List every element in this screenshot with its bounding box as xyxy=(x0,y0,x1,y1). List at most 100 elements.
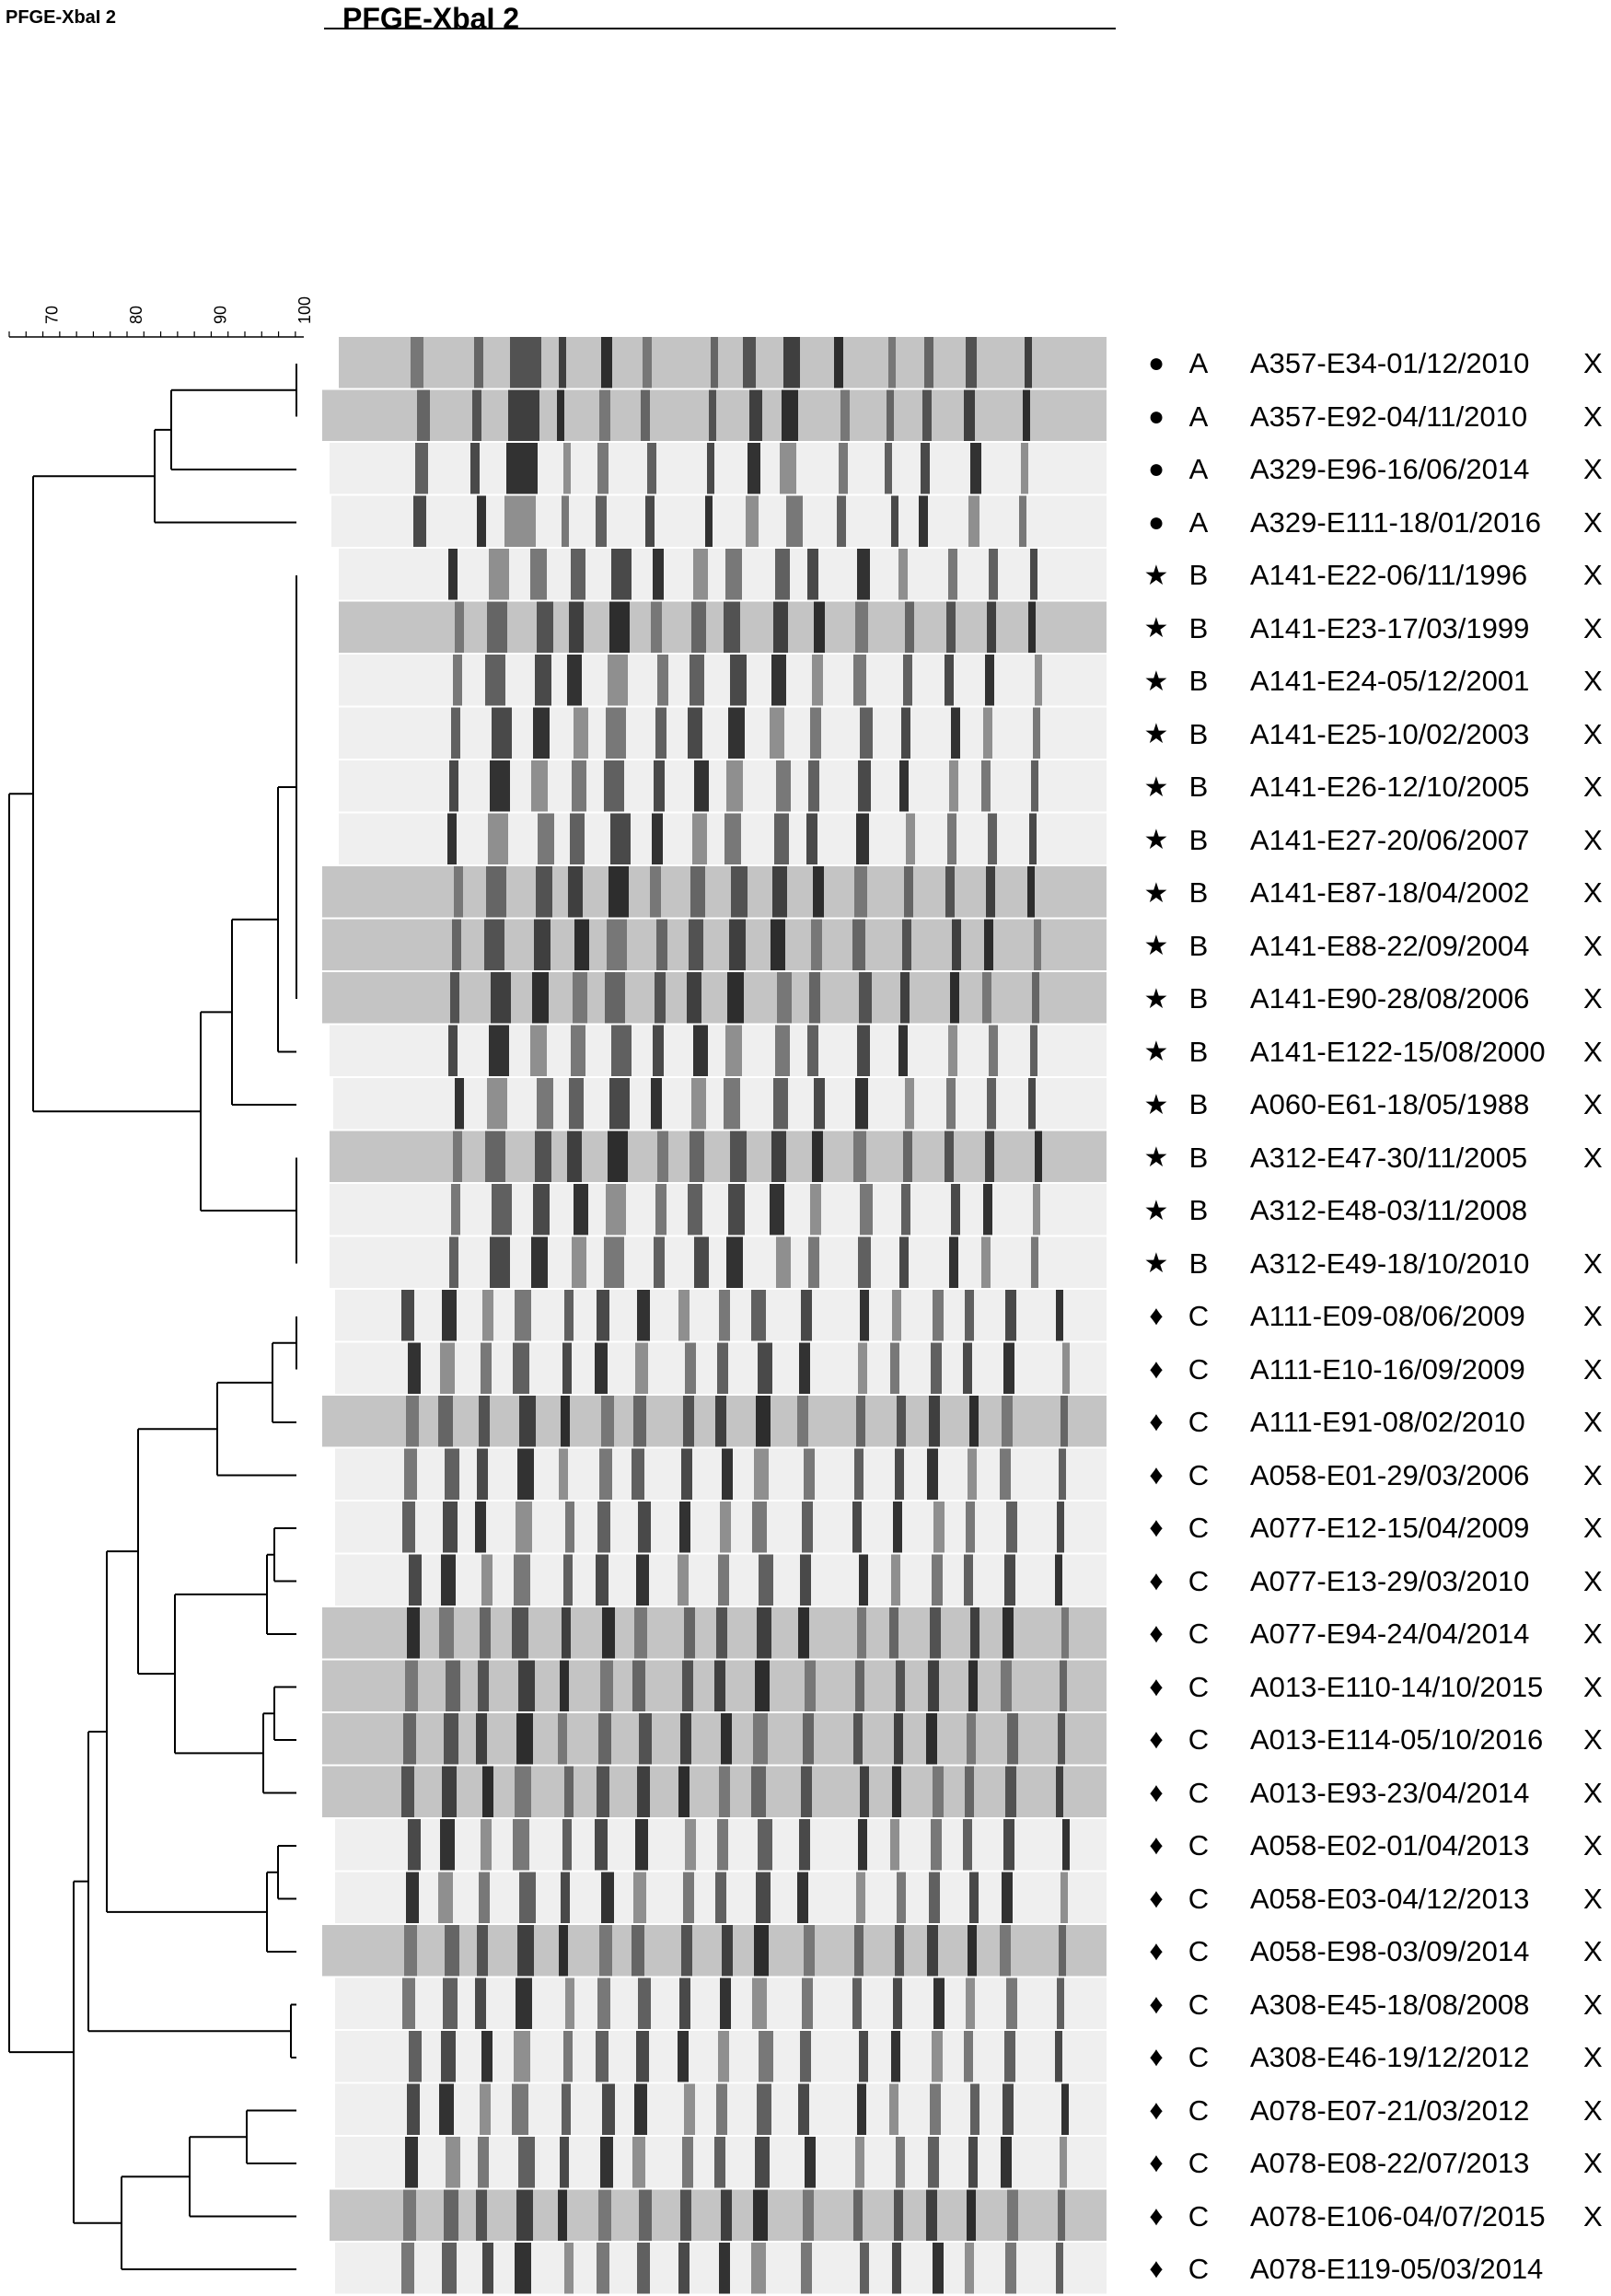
gel-lane xyxy=(339,549,1107,600)
cluster-symbol-icon: ★ xyxy=(1143,825,1169,855)
gel-band xyxy=(927,1448,938,1500)
gel-band xyxy=(1033,1184,1040,1235)
gel-band xyxy=(681,1925,692,1977)
gel-band xyxy=(632,1660,645,1711)
gel-band xyxy=(444,1713,458,1765)
gel-band xyxy=(608,655,628,706)
isolate-label: A329-E111-18/01/2016 xyxy=(1250,505,1541,539)
isolate-label: A111-E91-08/02/2010 xyxy=(1250,1406,1525,1438)
gel-band xyxy=(811,919,822,970)
gel-band xyxy=(852,1977,862,2029)
gel-band xyxy=(858,1342,867,1394)
isolate-label: A013-E93-23/04/2014 xyxy=(1250,1776,1530,1809)
gel-band xyxy=(968,1660,978,1711)
isolate-row: ♦ C A077-E12-15/04/2009 X xyxy=(1142,1502,1611,1555)
gel-band xyxy=(897,1872,906,1923)
gel-band xyxy=(1056,1290,1063,1341)
isolate-label: A078-E07-21/03/2012 xyxy=(1250,2093,1530,2127)
gel-band xyxy=(490,760,510,812)
gel-band xyxy=(903,655,912,706)
gel-band xyxy=(657,1131,668,1182)
gel-band xyxy=(808,1236,819,1288)
gel-band xyxy=(952,919,961,970)
gel-band xyxy=(981,760,991,812)
isolate-row: ♦ C A078-E08-22/07/2013 X xyxy=(1142,2137,1611,2190)
gel-lane xyxy=(335,1290,1107,1341)
isolate-label: A078-E106-04/07/2015 xyxy=(1250,2199,1546,2232)
gel-band xyxy=(859,1554,868,1606)
gel-band xyxy=(445,1448,459,1500)
gel-band xyxy=(814,601,825,653)
isolate-row: ★ B A312-E48-03/11/2008 xyxy=(1142,1184,1611,1237)
mark-x: X xyxy=(1583,559,1603,591)
isolate-row: ♦ C A058-E98-03/09/2014 X xyxy=(1142,1925,1611,1978)
gel-band xyxy=(1001,2137,1012,2188)
gel-band xyxy=(678,2243,690,2294)
gel-band xyxy=(800,2031,811,2082)
isolate-row: ★ B A141-E87-18/04/2002 X xyxy=(1142,866,1611,920)
isolate-row: ● A A329-E111-18/01/2016 X xyxy=(1142,496,1611,550)
gel-band xyxy=(809,972,820,1024)
gel-band xyxy=(945,1131,954,1182)
gel-band xyxy=(598,1713,611,1765)
isolate-row: ★ B A060-E61-18/05/1988 X xyxy=(1142,1078,1611,1131)
gel-band xyxy=(656,919,667,970)
cluster-symbol-icon: ★ xyxy=(1143,983,1169,1015)
gel-band xyxy=(905,601,914,653)
gel-band xyxy=(602,1607,615,1659)
gel-band xyxy=(724,1078,740,1130)
gel-band xyxy=(611,549,632,600)
gel-band xyxy=(515,2243,531,2294)
gel-band xyxy=(533,1184,550,1235)
isolate-label: A141-E25-10/02/2003 xyxy=(1250,717,1530,750)
gel-band xyxy=(722,1925,733,1977)
gel-band xyxy=(598,2189,611,2241)
gel-band xyxy=(964,1554,973,1606)
gel-band xyxy=(1035,1131,1042,1182)
gel-band xyxy=(715,1872,726,1923)
gel-band xyxy=(417,389,430,441)
cluster-letter: C xyxy=(1188,1670,1210,1703)
isolate-label: A312-E47-30/11/2005 xyxy=(1250,1141,1528,1174)
gel-band xyxy=(691,601,706,653)
gel-band xyxy=(891,495,898,547)
gel-band xyxy=(1060,1872,1068,1923)
gel-band xyxy=(636,1554,649,1606)
gel-band xyxy=(1055,1554,1062,1606)
gel-band xyxy=(560,2137,569,2188)
gel-band xyxy=(773,601,788,653)
gel-band xyxy=(775,1025,790,1076)
gel-band xyxy=(968,495,979,547)
gel-band xyxy=(608,1131,628,1182)
gel-band xyxy=(1023,389,1030,441)
gel-band xyxy=(931,1819,942,1871)
gel-band xyxy=(636,2031,649,2082)
gel-band xyxy=(681,1448,692,1500)
gel-band xyxy=(440,1819,455,1871)
gel-band xyxy=(889,1607,898,1659)
gel-band xyxy=(597,1766,609,1817)
cluster-letter: B xyxy=(1188,1035,1209,1068)
gel-band xyxy=(802,1502,813,1553)
gel-band xyxy=(776,1236,791,1288)
gel-band xyxy=(932,2031,943,2082)
gel-band xyxy=(1003,2083,1014,2135)
cluster-letter: C xyxy=(1188,1776,1210,1809)
cluster-letter: B xyxy=(1188,929,1209,962)
gel-band xyxy=(801,2243,812,2294)
gel-band xyxy=(682,1660,693,1711)
gel-band xyxy=(901,1184,910,1235)
cluster-letter: C xyxy=(1188,1723,1210,1756)
gel-band xyxy=(853,655,866,706)
gel-band xyxy=(751,1290,766,1341)
gel-band xyxy=(1004,2031,1015,2082)
gel-band xyxy=(693,549,708,600)
gel-band xyxy=(780,443,796,494)
gel-band xyxy=(759,1554,773,1606)
gel-band xyxy=(857,1607,866,1659)
mark-x: X xyxy=(1583,1829,1603,1861)
gel-band xyxy=(638,1502,651,1553)
gel-band xyxy=(1056,1766,1063,1817)
gel-band xyxy=(569,1078,584,1130)
gel-band xyxy=(720,1502,731,1553)
